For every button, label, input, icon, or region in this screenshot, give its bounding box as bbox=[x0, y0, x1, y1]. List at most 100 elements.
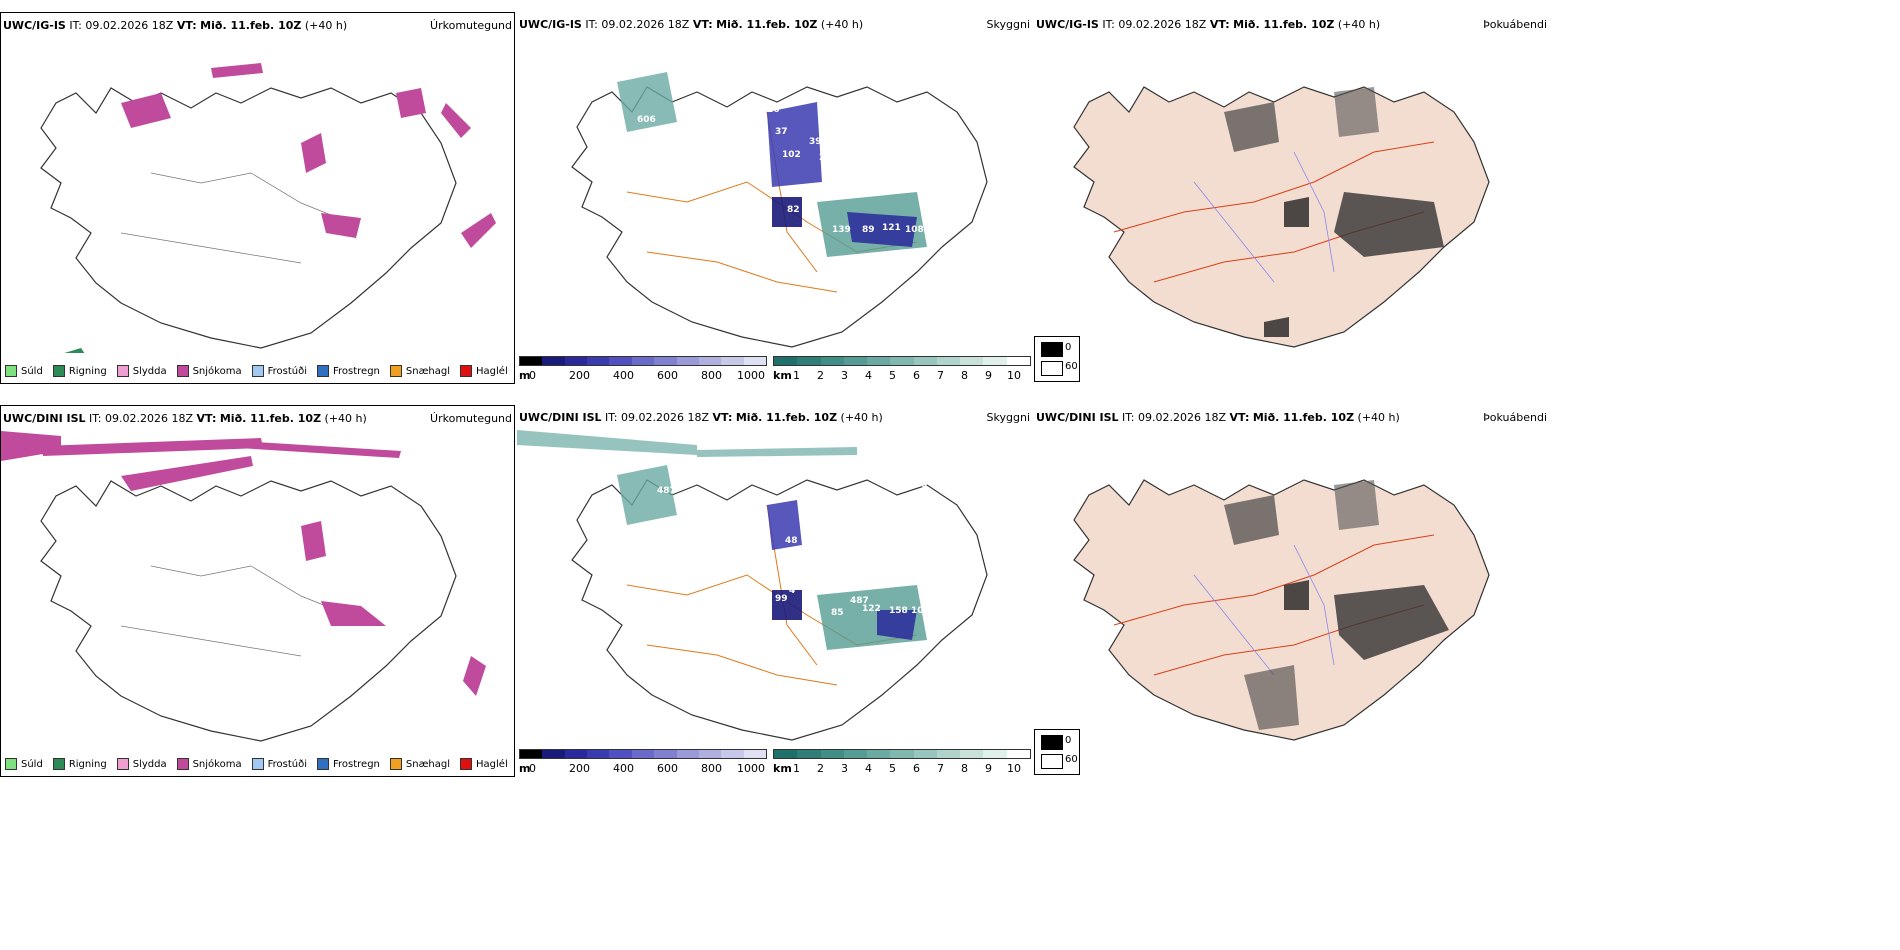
iceland-visibility-map: 606 16 101 37 102 39 237 44 9 82 128 139… bbox=[571, 72, 988, 348]
ceiling-tick: 600 bbox=[657, 369, 678, 382]
vis-value-label: 82 bbox=[787, 205, 800, 215]
vis-value-label: 13 bbox=[957, 170, 970, 180]
vis-value-label: 60 bbox=[969, 550, 982, 560]
vis-tick: 6 bbox=[913, 762, 920, 775]
legend-item: Rigning bbox=[52, 365, 107, 377]
snow-area bbox=[321, 601, 386, 626]
panel-title: Skyggni bbox=[986, 411, 1030, 424]
visibility-area bbox=[617, 72, 677, 132]
legend-item: Snjókoma bbox=[176, 758, 242, 770]
vis-value-label: 101 bbox=[797, 95, 816, 105]
vis-tick: 10 bbox=[1007, 369, 1021, 382]
vis-value-label: 39 bbox=[809, 137, 822, 147]
vis-tick: 2 bbox=[817, 369, 824, 382]
visibility-scales: m 0 200 400 600 800 1000 km 1 2 3 4 5 6 … bbox=[517, 354, 1032, 384]
vis-value-label: 121 bbox=[882, 223, 901, 233]
visibility-panel-row1: UWC/IG-IS IT: 09.02.2026 18Z VT: Mið. 11… bbox=[517, 12, 1032, 384]
vis-tick: 10 bbox=[1007, 762, 1021, 775]
vis-value-label: 52 bbox=[917, 145, 930, 155]
fog-area bbox=[1334, 192, 1444, 257]
snow-area bbox=[463, 656, 486, 696]
snow-area bbox=[301, 521, 326, 561]
vis-tick: 6 bbox=[913, 369, 920, 382]
precip-type-legend: Súld Rigning Slydda Snjókoma Frostúði Fr… bbox=[5, 758, 508, 770]
vis-value-label: 206 bbox=[825, 530, 844, 540]
fog-area bbox=[1284, 197, 1309, 227]
legend-item: Snæhagl bbox=[389, 758, 450, 770]
ceiling-colorbar bbox=[519, 356, 767, 366]
iceland-precip-map bbox=[40, 63, 496, 353]
vis-value-label: 487 bbox=[657, 486, 676, 496]
legend-item: Slydda bbox=[116, 365, 167, 377]
vis-value-labels: 487 65 206 48 239 49 93 33 4 99 487 85 1… bbox=[657, 480, 982, 714]
ceiling-tick: 200 bbox=[569, 762, 590, 775]
snow-area bbox=[301, 133, 326, 173]
fog-area bbox=[1224, 102, 1279, 152]
snow-area bbox=[211, 63, 263, 78]
panel-header: UWC/DINI ISL IT: 09.02.2026 18Z VT: Mið.… bbox=[3, 412, 367, 425]
panel-title: Úrkomutegund bbox=[430, 412, 512, 425]
ceiling-area bbox=[877, 610, 917, 640]
fog-legend: 0 60 bbox=[1034, 729, 1080, 775]
vis-value-label: 4 bbox=[789, 586, 795, 596]
legend-item: Haglél bbox=[460, 758, 508, 770]
vis-value-label: 99 bbox=[775, 594, 788, 604]
vis-value-label: 122 bbox=[862, 604, 881, 614]
legend-item: Haglél bbox=[460, 365, 508, 377]
vis-tick: 1 bbox=[793, 762, 800, 775]
iceland-land bbox=[1073, 86, 1490, 348]
visibility-colorbar bbox=[773, 749, 1031, 759]
ceiling-area bbox=[767, 500, 802, 550]
vis-tick: 3 bbox=[841, 762, 848, 775]
precip-type-panel-row1: UWC/IG-IS IT: 09.02.2026 18Z VT: Mið. 11… bbox=[0, 12, 515, 384]
vis-value-label: 44 bbox=[807, 185, 820, 195]
precip-type-panel-row2: UWC/DINI ISL IT: 09.02.2026 18Z VT: Mið.… bbox=[0, 405, 515, 777]
visibility-area bbox=[697, 447, 857, 457]
fog-legend-max: 60 bbox=[1065, 754, 1078, 765]
fog-area bbox=[1244, 665, 1299, 730]
iceland-fog-map bbox=[1073, 479, 1490, 741]
vis-tick: 9 bbox=[985, 369, 992, 382]
vis-tick: 8 bbox=[961, 762, 968, 775]
vis-tick: 3 bbox=[841, 369, 848, 382]
vis-tick: 7 bbox=[937, 762, 944, 775]
fog-legend-min: 0 bbox=[1065, 735, 1072, 746]
vis-tick: 5 bbox=[889, 762, 896, 775]
visibility-unit: km bbox=[773, 369, 792, 382]
snow-area bbox=[396, 88, 426, 118]
ceiling-tick: 1000 bbox=[737, 369, 765, 382]
vis-value-label: 9 bbox=[839, 175, 845, 185]
panel-title: Skyggni bbox=[986, 18, 1030, 31]
legend-item: Frostúði bbox=[251, 365, 307, 377]
iceland-visibility-map: 487 65 206 48 239 49 93 33 4 99 487 85 1… bbox=[517, 430, 988, 741]
iceland-fog-map bbox=[1073, 86, 1490, 348]
vis-value-label: 51 bbox=[935, 185, 948, 195]
fog-panel-row2: UWC/DINI ISL IT: 09.02.2026 18Z VT: Mið.… bbox=[1034, 405, 1549, 777]
iceland-coastline bbox=[571, 86, 988, 348]
iceland-coastline bbox=[40, 480, 457, 742]
snow-area bbox=[41, 438, 263, 456]
vis-value-label: 48 bbox=[785, 536, 798, 546]
vis-tick: 4 bbox=[865, 762, 872, 775]
vis-value-label: 16 bbox=[767, 105, 780, 115]
vis-value-label: 90 bbox=[897, 120, 910, 130]
snow-area bbox=[441, 103, 471, 138]
fog-area bbox=[1224, 495, 1279, 545]
panel-header: UWC/IG-IS IT: 09.02.2026 18Z VT: Mið. 11… bbox=[3, 19, 348, 32]
fog-area bbox=[1334, 585, 1449, 660]
visibility-colorbar bbox=[773, 356, 1031, 366]
panel-title: Úrkomutegund bbox=[430, 19, 512, 32]
ceiling-colorbar bbox=[519, 749, 767, 759]
vis-value-label: 158 bbox=[889, 606, 908, 616]
visibility-panel-row2: UWC/DINI ISL IT: 09.02.2026 18Z VT: Mið.… bbox=[517, 405, 1032, 777]
vis-value-label: 43 bbox=[957, 550, 970, 560]
vis-value-label: 139 bbox=[832, 225, 851, 235]
fog-area bbox=[1334, 87, 1379, 137]
vis-tick: 1 bbox=[793, 369, 800, 382]
vis-value-label: 108 bbox=[905, 225, 924, 235]
rain-area bbox=[64, 348, 85, 353]
legend-item: Súld bbox=[5, 365, 43, 377]
fog-area bbox=[1334, 480, 1379, 530]
vis-value-label: 85 bbox=[831, 608, 844, 618]
vis-value-label: 102 bbox=[782, 150, 801, 160]
